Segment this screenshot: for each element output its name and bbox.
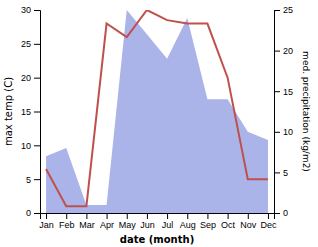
tick: 5	[274, 168, 288, 178]
y-axis-title: max temp (C)	[3, 77, 14, 146]
tick: Jul	[162, 213, 174, 230]
tick-label: Sep	[200, 220, 216, 230]
tick-mark	[86, 213, 87, 219]
tick: 25	[274, 5, 293, 15]
tick-mark	[147, 213, 148, 219]
tick: Apr	[100, 213, 114, 230]
tick: 20	[21, 73, 40, 83]
tick: Aug	[180, 213, 196, 230]
tick-label: May	[119, 220, 137, 230]
tick-label: 10	[283, 127, 293, 137]
line	[46, 10, 268, 206]
tick: 0	[274, 208, 288, 218]
chart: Jan Feb Mar Apr MayJun Jul Aug Sep Oct NovDec 0 5 10…	[0, 0, 318, 247]
tick-mark	[274, 10, 280, 11]
tick-mark	[66, 213, 67, 219]
tick-label: 10	[21, 141, 31, 151]
y2-axis: 0 5 10 15 20 25	[274, 5, 293, 218]
tick-mark	[107, 213, 108, 219]
tick-mark	[187, 213, 188, 219]
tick-mark	[34, 78, 40, 79]
tick-label: 30	[21, 5, 31, 15]
tick-mark	[127, 213, 128, 219]
tick-mark	[274, 213, 280, 214]
tick-label: 0	[26, 208, 31, 218]
plot: Jan Feb Mar Apr MayJun Jul Aug Sep Oct NovDec 0 5 10…	[3, 5, 311, 245]
x-axis: Jan Feb Mar Apr MayJun Jul Aug Sep Oct NovDec	[39, 213, 277, 230]
tick: 25	[21, 39, 40, 49]
tick-mark	[268, 213, 269, 219]
tick: 10	[21, 141, 40, 151]
tick-label: Jan	[39, 220, 54, 230]
y2-axis-title: med. precipitation (kg/m2)	[301, 51, 311, 172]
tick-label: 20	[283, 46, 293, 56]
tick-mark	[274, 172, 280, 173]
tick-mark	[34, 145, 40, 146]
tick-mark	[46, 213, 47, 219]
area	[46, 10, 268, 213]
tick: Oct	[221, 213, 236, 230]
tick-label: Feb	[59, 220, 75, 230]
tick-label: 15	[283, 87, 293, 97]
tick: 15	[274, 87, 293, 97]
tick-mark	[34, 44, 40, 45]
tick-label: 20	[21, 73, 31, 83]
tick-mark	[248, 213, 249, 219]
tick-label: Apr	[100, 220, 114, 230]
tick: 5	[26, 175, 40, 185]
tick: 20	[274, 46, 293, 56]
tick-label: Oct	[221, 220, 236, 230]
tick-mark	[274, 132, 280, 133]
tick: Nov	[240, 213, 257, 230]
tick-label: Mar	[79, 220, 95, 230]
axis-line	[275, 11, 281, 214]
tick: Jun	[140, 213, 155, 230]
y-axis: 0 5 10 15 20 25 30	[21, 5, 41, 218]
tick: 10	[274, 127, 293, 137]
axis-line	[34, 11, 41, 214]
tick-mark	[34, 213, 40, 214]
tick: Mar	[79, 213, 95, 230]
tick: Jan	[39, 213, 54, 230]
tick-mark	[167, 213, 168, 219]
tick: Dec	[260, 213, 277, 230]
tick: 30	[21, 5, 40, 15]
tick-label: 5	[26, 175, 31, 185]
tick-mark	[34, 10, 40, 11]
tick: 15	[21, 107, 40, 117]
tick-label: Jun	[140, 220, 155, 230]
tick-label: Nov	[240, 220, 257, 230]
tick: Feb	[59, 213, 75, 230]
tick-label: Dec	[260, 220, 277, 230]
tick-mark	[274, 51, 280, 52]
tick-label: 25	[283, 5, 293, 15]
tick-label: 15	[21, 107, 31, 117]
axis-line	[41, 214, 275, 220]
tick-label: 5	[283, 168, 288, 178]
tick-label: Aug	[180, 220, 196, 230]
tick-label: Jul	[162, 220, 174, 230]
tick: 0	[26, 208, 40, 218]
tick-mark	[228, 213, 229, 219]
tick-mark	[207, 213, 208, 219]
x-axis-title: date (month)	[120, 234, 194, 245]
tick-mark	[34, 179, 40, 180]
tick-mark	[34, 112, 40, 113]
tick-label: 0	[283, 208, 288, 218]
tick-label: 25	[21, 39, 31, 49]
marks	[46, 10, 268, 213]
tick-mark	[274, 91, 280, 92]
tick: May	[119, 213, 137, 230]
tick: Sep	[200, 213, 216, 230]
